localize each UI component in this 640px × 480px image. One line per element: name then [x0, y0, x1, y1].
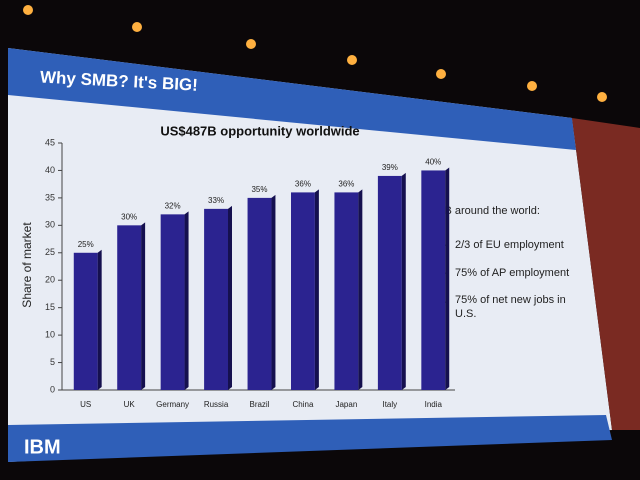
logo: IBM	[24, 436, 61, 458]
y-tick-label: 25	[45, 247, 55, 257]
stage-light	[347, 55, 357, 65]
bar	[73, 252, 98, 390]
x-tick-label: Brazil	[249, 400, 269, 409]
stage-light	[132, 22, 142, 32]
stage-light	[23, 5, 33, 15]
bar	[377, 175, 402, 390]
y-tick-label: 20	[45, 275, 55, 285]
bullet: 75% of net new jobs in U.S.	[455, 294, 566, 320]
bar	[290, 192, 315, 390]
bar-side	[228, 205, 233, 390]
y-tick-label: 40	[45, 165, 55, 175]
bar	[247, 197, 272, 390]
stage-light	[597, 92, 607, 102]
bullet: 75% of AP employment	[455, 267, 569, 279]
bar-side	[314, 189, 319, 390]
x-tick-label: US	[80, 400, 91, 409]
stage-curtain	[572, 118, 640, 430]
stage-light	[527, 81, 537, 91]
bar	[117, 225, 142, 390]
y-tick-label: 0	[50, 384, 55, 394]
bullet: SMB around the world:	[428, 205, 540, 217]
y-tick-label: 30	[45, 220, 55, 230]
y-tick-label: 35	[45, 192, 55, 202]
value-label: 33%	[208, 196, 224, 205]
value-label: 39%	[382, 163, 398, 172]
bar	[160, 214, 185, 390]
x-tick-label: UK	[124, 400, 136, 409]
x-tick-label: Italy	[382, 400, 397, 409]
x-tick-label: Russia	[204, 400, 229, 409]
value-label: 30%	[121, 212, 137, 221]
value-label: 25%	[78, 240, 94, 249]
slide-footer	[8, 415, 612, 462]
bar-side	[445, 167, 450, 390]
value-label: 40%	[425, 158, 441, 167]
stage-light	[246, 39, 256, 49]
value-label: 32%	[165, 201, 181, 210]
bar-side	[184, 211, 189, 390]
x-tick-label: Japan	[335, 400, 357, 409]
bullet-box: 75% of net new jobs in U.S.	[455, 294, 566, 320]
slide-header	[8, 48, 576, 150]
value-label: 36%	[295, 180, 311, 189]
y-tick-label: 5	[50, 357, 55, 367]
bar	[421, 170, 446, 390]
bar	[204, 208, 229, 390]
chart-title: US$487B opportunity worldwide	[160, 123, 359, 138]
value-label: 35%	[251, 185, 267, 194]
bar-side	[141, 222, 146, 390]
y-tick-label: 10	[45, 329, 55, 339]
bullet: 2/3 of EU employment	[455, 239, 564, 251]
bar-side	[97, 249, 102, 390]
bar-side	[271, 194, 276, 390]
stage-light	[436, 69, 446, 79]
x-tick-label: India	[425, 400, 443, 409]
bar-side	[358, 189, 363, 390]
x-tick-label: China	[292, 400, 313, 409]
y-tick-label: 15	[45, 302, 55, 312]
x-tick-label: Germany	[156, 400, 189, 409]
y-tick-label: 45	[45, 137, 55, 147]
bar	[334, 192, 359, 390]
bar-side	[401, 172, 406, 390]
value-label: 36%	[338, 180, 354, 189]
y-axis-label: Share of market	[20, 222, 34, 308]
